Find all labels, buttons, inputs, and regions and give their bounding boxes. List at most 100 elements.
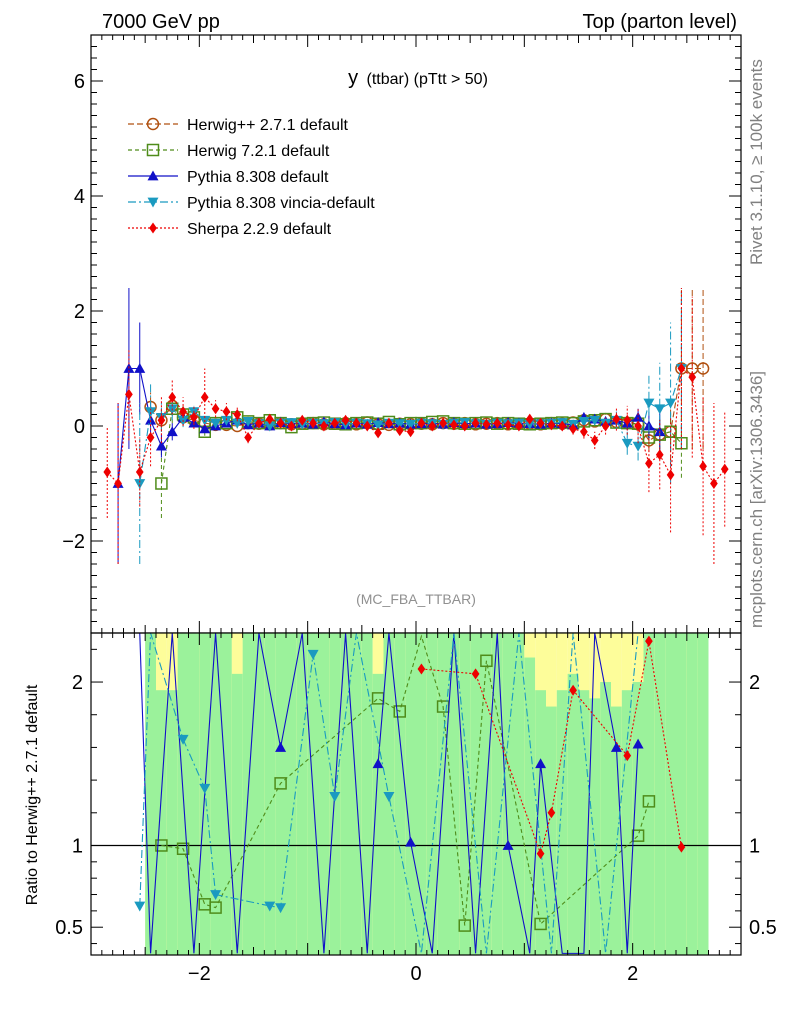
ratio-point — [274, 777, 287, 790]
data-point — [482, 418, 491, 430]
ratio-point — [536, 848, 545, 860]
legend-marker — [146, 117, 160, 131]
data-point — [179, 406, 187, 418]
band-inner — [654, 633, 666, 955]
data-point — [578, 417, 590, 427]
legend-label: Pythia 8.308 vincia-default — [187, 195, 375, 212]
y-tick-label: 4 — [74, 186, 85, 208]
data-point — [471, 417, 480, 429]
data-point — [146, 432, 155, 443]
band-inner — [502, 633, 514, 955]
y-tick-label: 2 — [74, 301, 85, 323]
data-point — [439, 417, 447, 429]
data-point — [569, 423, 577, 435]
ratio-y-tick-label-right: 2 — [749, 672, 760, 694]
data-point — [330, 417, 339, 429]
ratio-point — [547, 807, 556, 819]
band-inner — [372, 673, 384, 955]
data-point — [547, 419, 556, 431]
data-point — [372, 420, 384, 431]
data-point — [125, 388, 133, 400]
plot-title-main: y — [348, 67, 358, 89]
ratio-point — [535, 758, 547, 769]
ratio-panel: 0.5 0.5 1 1 2 2 −2 0 2 Ratio to Herwig++ 2.7.1 d… — [24, 632, 777, 985]
ratio-y-tick-label-left: 2 — [72, 672, 83, 694]
data-point — [601, 420, 610, 432]
analysis-id: (MC_FBA_TTBAR) — [356, 591, 476, 607]
data-point — [199, 423, 211, 434]
ratio-line-herwig7 — [161, 634, 650, 926]
band-inner — [589, 698, 601, 955]
ratio-axes: 0.5 0.5 1 1 2 2 −2 0 2 — [55, 633, 777, 985]
ratio-point — [275, 903, 287, 914]
data-point — [352, 417, 361, 429]
legend-marker — [146, 143, 160, 157]
ratio-point — [405, 836, 417, 847]
band-inner — [361, 633, 373, 955]
band-inner — [156, 690, 167, 955]
ratio-point — [134, 901, 146, 912]
band-inner — [621, 690, 633, 955]
ratio-point — [631, 829, 645, 842]
data-point — [643, 398, 655, 409]
ratio-point — [677, 841, 686, 853]
data-point — [276, 417, 285, 429]
data-point — [244, 432, 252, 443]
data-point — [374, 427, 382, 439]
legend-item-sherpa: Sherpa 2.2.9 default — [128, 221, 332, 238]
band-inner — [513, 633, 525, 955]
ratio-point — [458, 919, 471, 932]
legend-marker — [147, 170, 159, 181]
series-line-vincia — [139, 368, 682, 484]
data-point — [493, 417, 502, 429]
ratio-point — [383, 792, 395, 802]
band-inner — [145, 633, 156, 955]
data-point — [134, 479, 146, 489]
ratio-point — [569, 684, 577, 696]
ratio-point — [372, 758, 384, 769]
ratio-point — [632, 738, 644, 749]
y-tick-label: 6 — [74, 71, 85, 93]
ratio-point — [199, 783, 211, 794]
x-tick-label: 0 — [410, 963, 421, 985]
data-point — [696, 362, 710, 375]
data-point — [242, 417, 254, 427]
band-inner — [524, 657, 536, 955]
data-point — [298, 414, 307, 426]
data-point — [210, 418, 222, 429]
data-point — [264, 421, 276, 432]
header-right: Top (parton level) — [582, 11, 737, 33]
data-point — [220, 415, 232, 426]
band-inner — [567, 673, 579, 955]
data-point — [287, 420, 296, 432]
data-point — [720, 463, 729, 475]
data-point — [309, 417, 317, 429]
ratio-point — [176, 842, 190, 856]
data-point — [406, 426, 415, 438]
plot-title: y (ttbar) (pTtt > 50) — [348, 67, 488, 89]
band-inner — [231, 673, 243, 955]
data-point — [590, 434, 599, 446]
data-point — [134, 363, 146, 373]
series-sherpa — [103, 288, 729, 564]
legend-label: Sherpa 2.2.9 default — [187, 221, 332, 238]
ratio-point — [642, 795, 656, 808]
band-inner — [611, 706, 622, 955]
data-point — [450, 419, 458, 431]
ratio-y-label: Ratio to Herwig++ 2.7.1 default — [24, 684, 41, 905]
data-point — [634, 420, 642, 432]
main-axes: −2 0 2 4 6 — [62, 34, 742, 633]
ratio-point — [329, 792, 341, 802]
band-inner — [556, 690, 568, 955]
band-inner — [491, 633, 503, 955]
legend-marker — [147, 197, 159, 208]
data-point — [114, 478, 122, 489]
uncertainty-bands — [145, 633, 709, 955]
ratio-y-tick-label-right: 1 — [749, 835, 760, 857]
series-line-sherpa — [106, 367, 726, 485]
data-point — [589, 415, 601, 426]
data-point — [320, 420, 328, 432]
legend-label: Herwig 7.2.1 default — [187, 143, 330, 160]
data-point — [688, 371, 697, 383]
